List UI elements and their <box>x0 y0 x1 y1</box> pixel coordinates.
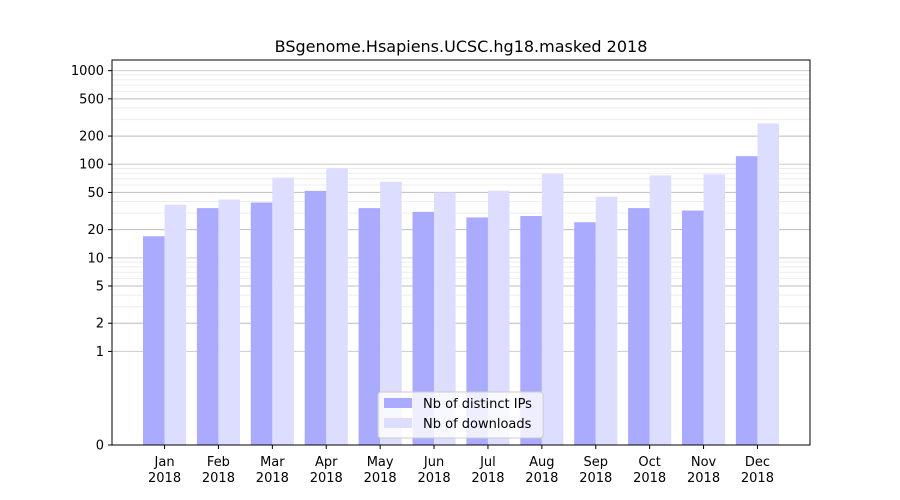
legend-label: Nb of downloads <box>423 417 532 432</box>
x-tick-label-month: May <box>367 455 394 470</box>
x-tick-label-year: 2018 <box>741 471 774 486</box>
x-tick-label: Jun 2018 <box>418 455 451 486</box>
x-tick-label-month: Apr <box>315 455 338 470</box>
x-tick-label: Feb 2018 <box>202 455 235 486</box>
x-tick-label: Apr 2018 <box>310 455 343 486</box>
y-tick-label: 1 <box>96 345 104 360</box>
x-tick-label-month: Aug <box>529 455 554 470</box>
y-tick-label: 500 <box>79 92 104 107</box>
x-tick-label-year: 2018 <box>687 471 720 486</box>
x-tick-label: Nov 2018 <box>687 455 720 486</box>
x-tick-label: Sep 2018 <box>579 455 612 486</box>
x-tick-label-year: 2018 <box>364 471 397 486</box>
x-tick-label-year: 2018 <box>471 471 504 486</box>
x-tick-label: Oct 2018 <box>633 455 666 486</box>
chart-title: BSgenome.Hsapiens.UCSC.hg18.masked 2018 <box>275 37 648 56</box>
bar-distinct-ips-oct <box>628 208 650 445</box>
x-tick-label-year: 2018 <box>525 471 558 486</box>
x-tick-label-year: 2018 <box>202 471 235 486</box>
x-tick-label-month: Dec <box>745 455 770 470</box>
bar-downloads-may <box>380 181 402 446</box>
x-tick-label-year: 2018 <box>148 471 181 486</box>
bar-distinct-ips-sep <box>574 222 596 445</box>
bar-distinct-ips-dec <box>735 156 758 445</box>
x-tick-label-month: Sep <box>583 455 608 470</box>
x-tick-label-year: 2018 <box>579 471 612 486</box>
plot-frame <box>111 59 811 446</box>
bar-downloads-jan <box>164 204 187 445</box>
bar-distinct-ips-apr <box>304 190 327 445</box>
bar-distinct-ips-jun <box>412 211 435 445</box>
bar-downloads-sep <box>595 196 618 445</box>
bar-downloads-dec <box>757 123 780 445</box>
y-tick-label: 2 <box>96 317 104 332</box>
bar-downloads-aug <box>541 173 564 446</box>
legend-swatch <box>384 418 412 428</box>
bars <box>142 123 780 446</box>
bar-downloads-mar <box>272 177 294 446</box>
y-axis: 0 1 2 5 10 20 50 100 200 500 1000 <box>71 64 112 454</box>
bar-downloads-jul <box>487 190 510 445</box>
y-tick-label: 100 <box>79 158 104 173</box>
y-tick-label: 1000 <box>71 64 104 79</box>
bar-distinct-ips-jul <box>466 217 488 445</box>
y-tick-label: 10 <box>87 251 104 266</box>
x-tick-label-year: 2018 <box>256 471 289 486</box>
y-tick-label: 0 <box>96 439 104 454</box>
x-tick-label: Dec 2018 <box>741 455 774 486</box>
x-tick-label: Jan 2018 <box>148 455 181 486</box>
x-tick-label-month: Oct <box>638 455 660 470</box>
bar-distinct-ips-jan <box>142 236 165 445</box>
bar-distinct-ips-nov <box>681 210 704 445</box>
x-tick-label: Jul 2018 <box>471 455 504 486</box>
x-tick-label-month: Jun <box>423 455 444 470</box>
bar-downloads-feb <box>218 199 241 445</box>
legend-label: Nb of distinct IPs <box>423 397 532 412</box>
x-tick-label: Aug 2018 <box>525 455 558 486</box>
bar-distinct-ips-mar <box>250 202 273 445</box>
bar-distinct-ips-may <box>358 208 381 445</box>
bar-distinct-ips-feb <box>196 208 219 445</box>
legend-swatch <box>384 398 412 408</box>
y-tick-label: 5 <box>96 280 104 295</box>
bar-downloads-oct <box>649 175 672 445</box>
x-tick-label: May 2018 <box>364 455 397 486</box>
bar-distinct-ips-aug <box>520 215 542 445</box>
bar-downloads-jun <box>434 192 456 445</box>
y-tick-label: 200 <box>79 130 104 145</box>
legend: Nb of distinct IPs Nb of downloads <box>377 391 544 439</box>
x-tick-label: Mar 2018 <box>256 455 289 486</box>
y-tick-label: 50 <box>87 186 104 201</box>
bar-downloads-nov <box>703 174 726 445</box>
x-tick-label-month: Jul <box>479 455 496 470</box>
legend-box <box>377 391 544 439</box>
x-tick-label-month: Nov <box>691 455 717 470</box>
x-tick-label-month: Feb <box>207 455 230 470</box>
x-tick-label-month: Jan <box>154 455 175 470</box>
x-tick-label-month: Mar <box>260 455 285 470</box>
x-tick-label-year: 2018 <box>310 471 343 486</box>
bar-downloads-apr <box>326 168 348 445</box>
y-tick-label: 20 <box>87 223 104 238</box>
x-tick-label-year: 2018 <box>418 471 451 486</box>
x-tick-label-year: 2018 <box>633 471 666 486</box>
